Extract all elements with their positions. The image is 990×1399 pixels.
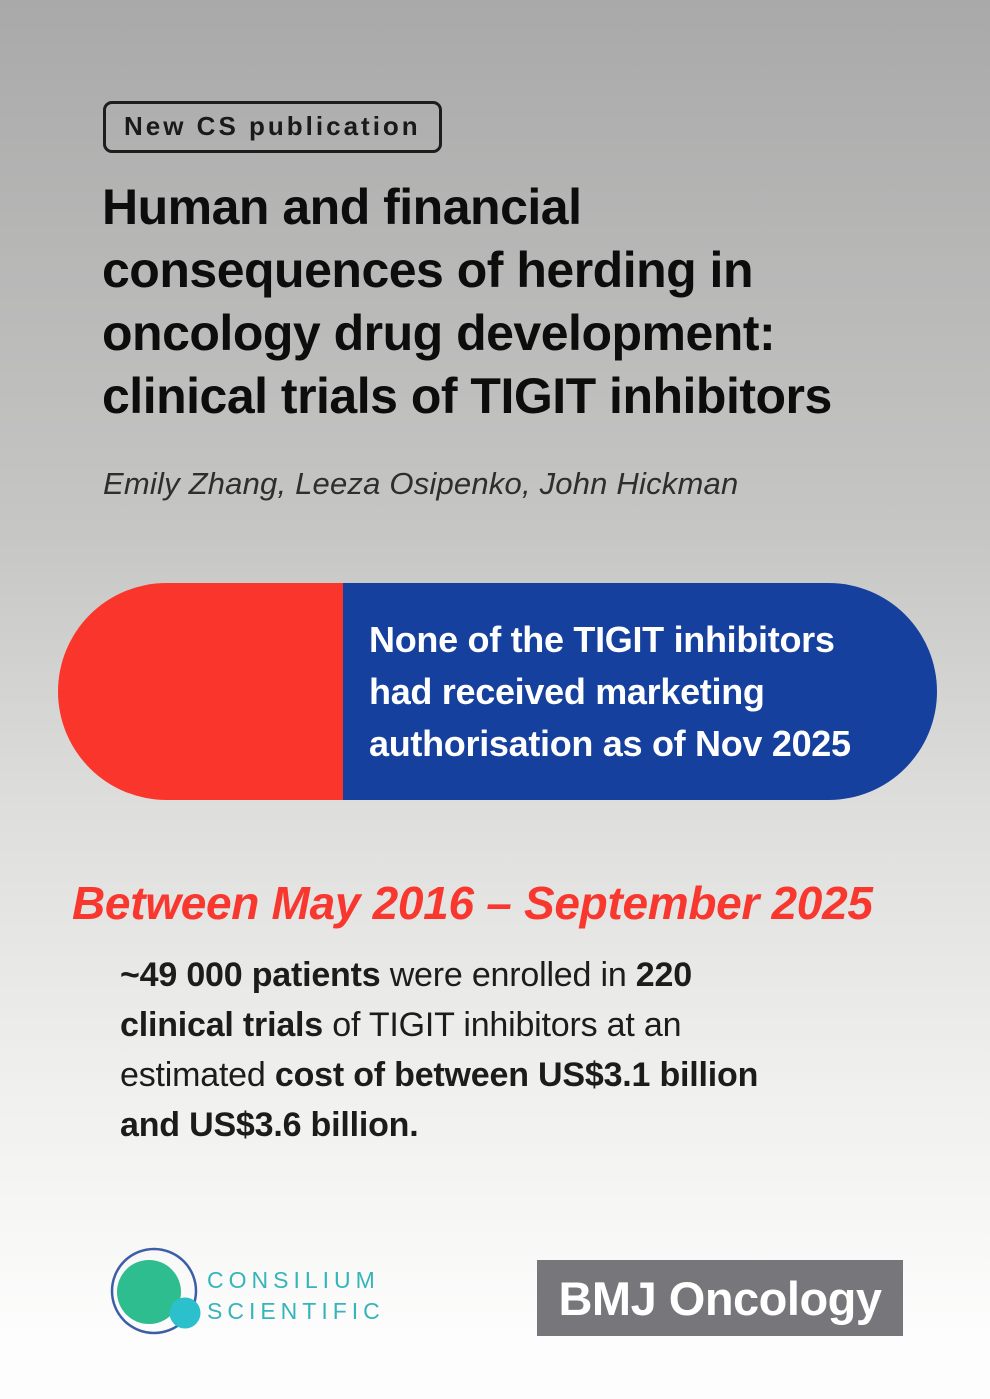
new-publication-badge: New CS publication xyxy=(103,101,442,153)
consilium-wordmark-line1: CONSILIUM xyxy=(207,1267,380,1293)
bmj-oncology-label: BMJ Oncology xyxy=(558,1271,882,1325)
consilium-scientific-logo xyxy=(104,1246,424,1346)
consilium-wordmark-line2: SCIENTIFIC xyxy=(207,1298,385,1324)
capsule-pill-graphic: None of the TIGIT inhibitors had received… xyxy=(58,583,937,800)
authors-line: Emily Zhang, Leeza Osipenko, John Hickma… xyxy=(103,466,739,501)
date-range-heading: Between May 2016 – September 2025 xyxy=(72,877,873,929)
key-findings-text: ~49 000 patients were enrolled in 220 cli… xyxy=(120,956,759,1144)
pill-statement-text: None of the TIGIT inhibitors had received… xyxy=(369,618,851,764)
paper-title: Human and financial consequences of herdi… xyxy=(102,179,832,424)
consilium-circles-icon xyxy=(110,1247,201,1335)
badge-label: New CS publication xyxy=(124,111,421,141)
consilium-wordmark: CONSILIUM SCIENTIFIC xyxy=(207,1265,385,1327)
bmj-oncology-logo: BMJ Oncology xyxy=(537,1260,903,1336)
